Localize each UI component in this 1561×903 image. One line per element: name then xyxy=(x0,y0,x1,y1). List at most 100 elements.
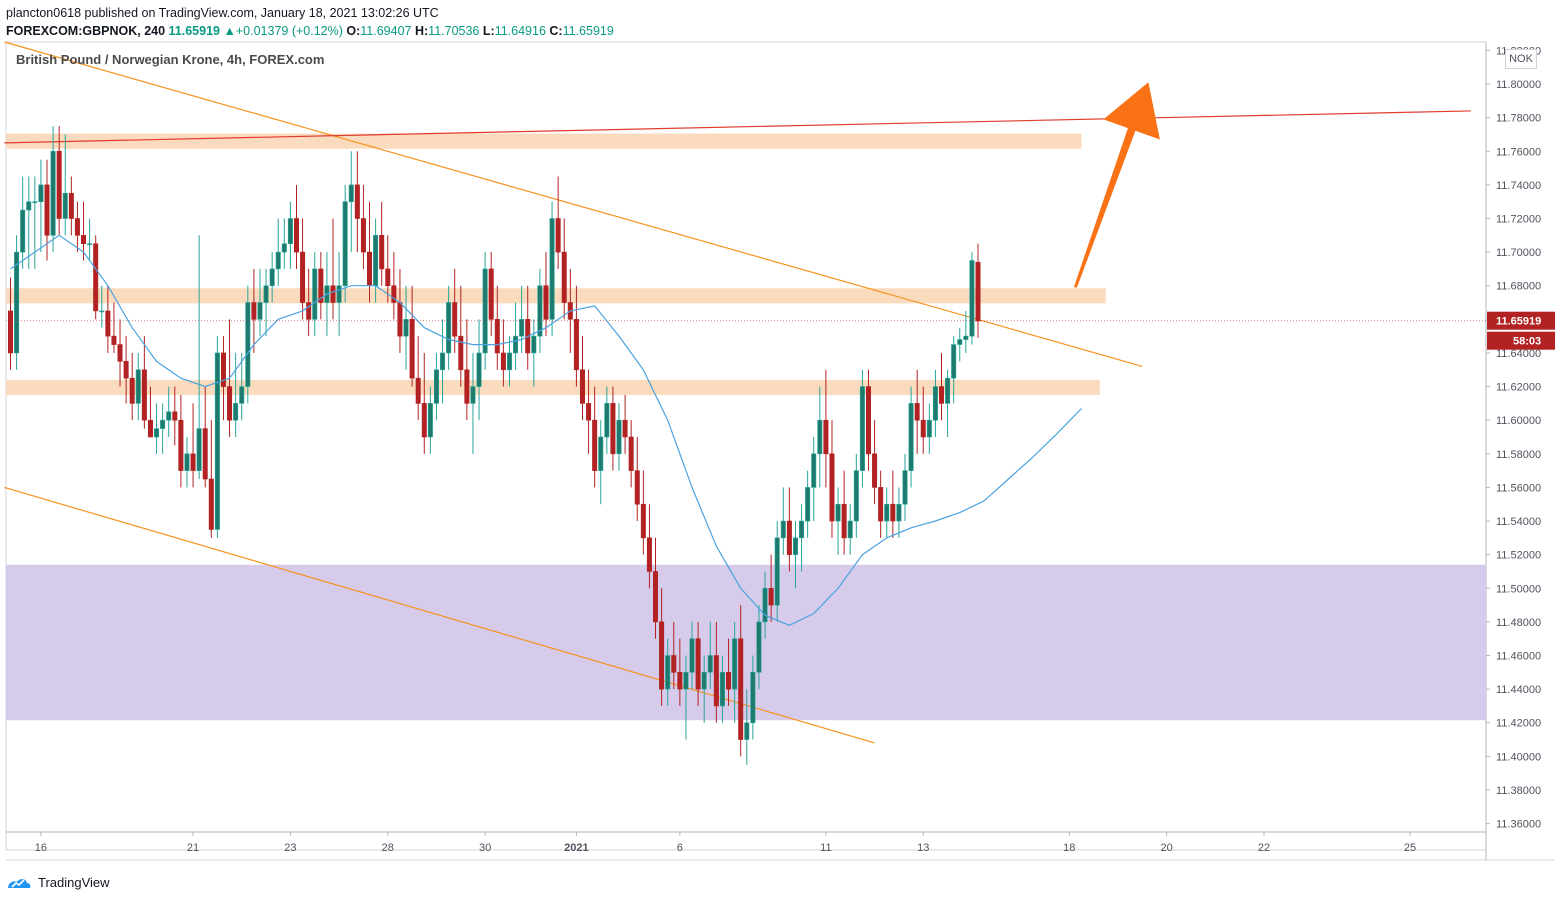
candle-body xyxy=(811,453,817,488)
candle-body xyxy=(805,487,811,522)
price-tick-label: 11.52000 xyxy=(1496,550,1541,562)
candle-body xyxy=(373,234,379,287)
candle-body xyxy=(500,352,506,371)
candle-body xyxy=(93,243,99,312)
candle-body xyxy=(245,302,251,387)
time-tick-label: 6 xyxy=(677,842,683,854)
candle-body xyxy=(391,285,397,303)
candle-body xyxy=(519,319,525,337)
candle-body xyxy=(336,285,342,303)
candle-body xyxy=(847,520,853,539)
price-tick-label: 11.56000 xyxy=(1496,482,1541,494)
candle-body xyxy=(841,503,847,539)
candle-body xyxy=(166,411,172,421)
time-tick-label: 23 xyxy=(284,842,296,854)
candle-body xyxy=(634,470,640,505)
time-tick-label: 13 xyxy=(917,842,929,854)
candle-body xyxy=(220,352,226,387)
high-value: 11.70536 xyxy=(428,24,480,38)
candle-body xyxy=(683,672,689,690)
currency-badge[interactable]: NOK xyxy=(1505,49,1537,69)
up-triangle-icon: ▲ xyxy=(223,24,236,38)
candle-body xyxy=(744,722,750,740)
candle-body xyxy=(878,487,884,522)
trend-line-upper_channel xyxy=(4,41,1143,367)
candle-body xyxy=(300,251,306,303)
candle-body xyxy=(914,403,920,421)
candle-body xyxy=(713,655,719,707)
candle-body xyxy=(367,251,373,287)
candle-body xyxy=(409,319,415,379)
candle-body xyxy=(671,655,677,673)
moving-average-line xyxy=(10,234,1082,626)
candle-body xyxy=(318,268,324,303)
price-tick-label: 11.36000 xyxy=(1496,819,1541,831)
candle-body xyxy=(792,537,798,555)
candle-body xyxy=(859,386,865,471)
price-tick-label: 11.38000 xyxy=(1496,785,1541,797)
candle-body xyxy=(446,302,452,354)
price-tick-label: 11.62000 xyxy=(1496,382,1541,394)
candle-body xyxy=(726,672,732,690)
symbol-name[interactable]: FOREXCOM:GBPNOK, 240 xyxy=(6,24,166,38)
candle-body xyxy=(123,361,129,379)
candle-body xyxy=(275,251,281,270)
candle-body xyxy=(354,184,360,219)
chart-header: plancton0618 published on TradingView.co… xyxy=(6,4,1486,40)
candles-group xyxy=(8,126,981,765)
candle-body xyxy=(44,184,50,236)
candle-body xyxy=(610,403,616,455)
price-axis: 11.8200011.8000011.7800011.7600011.74000… xyxy=(1486,45,1541,831)
high-label: H: xyxy=(414,24,429,38)
candle-body xyxy=(549,218,555,320)
last-price: 11.65919 xyxy=(168,24,220,38)
candle-body xyxy=(379,234,385,270)
close-value: 11.65919 xyxy=(562,24,614,38)
candle-body xyxy=(105,310,111,337)
price-tick-label: 11.80000 xyxy=(1496,79,1541,91)
candle-body xyxy=(312,268,318,320)
candle-body xyxy=(214,352,220,530)
candle-body xyxy=(957,339,963,345)
candle-body xyxy=(768,587,774,606)
candle-body xyxy=(732,638,738,690)
candle-body xyxy=(306,302,312,320)
footer-brand[interactable]: TradingView xyxy=(6,875,110,890)
candle-body xyxy=(184,453,190,471)
candle-body xyxy=(68,192,74,219)
candle-body xyxy=(890,503,896,522)
candle-body xyxy=(872,453,878,488)
candle-body xyxy=(452,302,458,337)
candle-body xyxy=(707,655,713,673)
last-price-tag xyxy=(1487,311,1555,330)
candle-body xyxy=(488,268,494,320)
candle-body xyxy=(342,201,348,287)
price-tick-label: 11.54000 xyxy=(1496,516,1541,528)
candle-body xyxy=(464,369,470,404)
countdown-tag xyxy=(1487,331,1555,350)
time-tick-label: 11 xyxy=(820,842,831,854)
candle-body xyxy=(622,419,628,438)
candle-body xyxy=(87,243,93,246)
close-label: C: xyxy=(549,24,563,38)
candle-body xyxy=(908,403,914,471)
candle-body xyxy=(293,218,299,253)
candle-body xyxy=(573,319,579,371)
price-tick-label: 11.40000 xyxy=(1496,751,1541,763)
candle-body xyxy=(117,344,123,362)
candle-body xyxy=(756,621,762,673)
candle-body xyxy=(287,218,293,245)
candle-body xyxy=(172,411,178,421)
candle-body xyxy=(616,419,622,455)
time-tick-label: 18 xyxy=(1063,842,1075,854)
candle-body xyxy=(975,261,981,322)
candle-body xyxy=(330,285,336,303)
candle-body xyxy=(257,302,263,320)
candle-body xyxy=(178,419,184,471)
price-tick-label: 11.74000 xyxy=(1496,180,1541,192)
time-tick-label: 20 xyxy=(1161,842,1173,854)
candle-body xyxy=(604,403,610,438)
candle-body xyxy=(598,436,604,471)
